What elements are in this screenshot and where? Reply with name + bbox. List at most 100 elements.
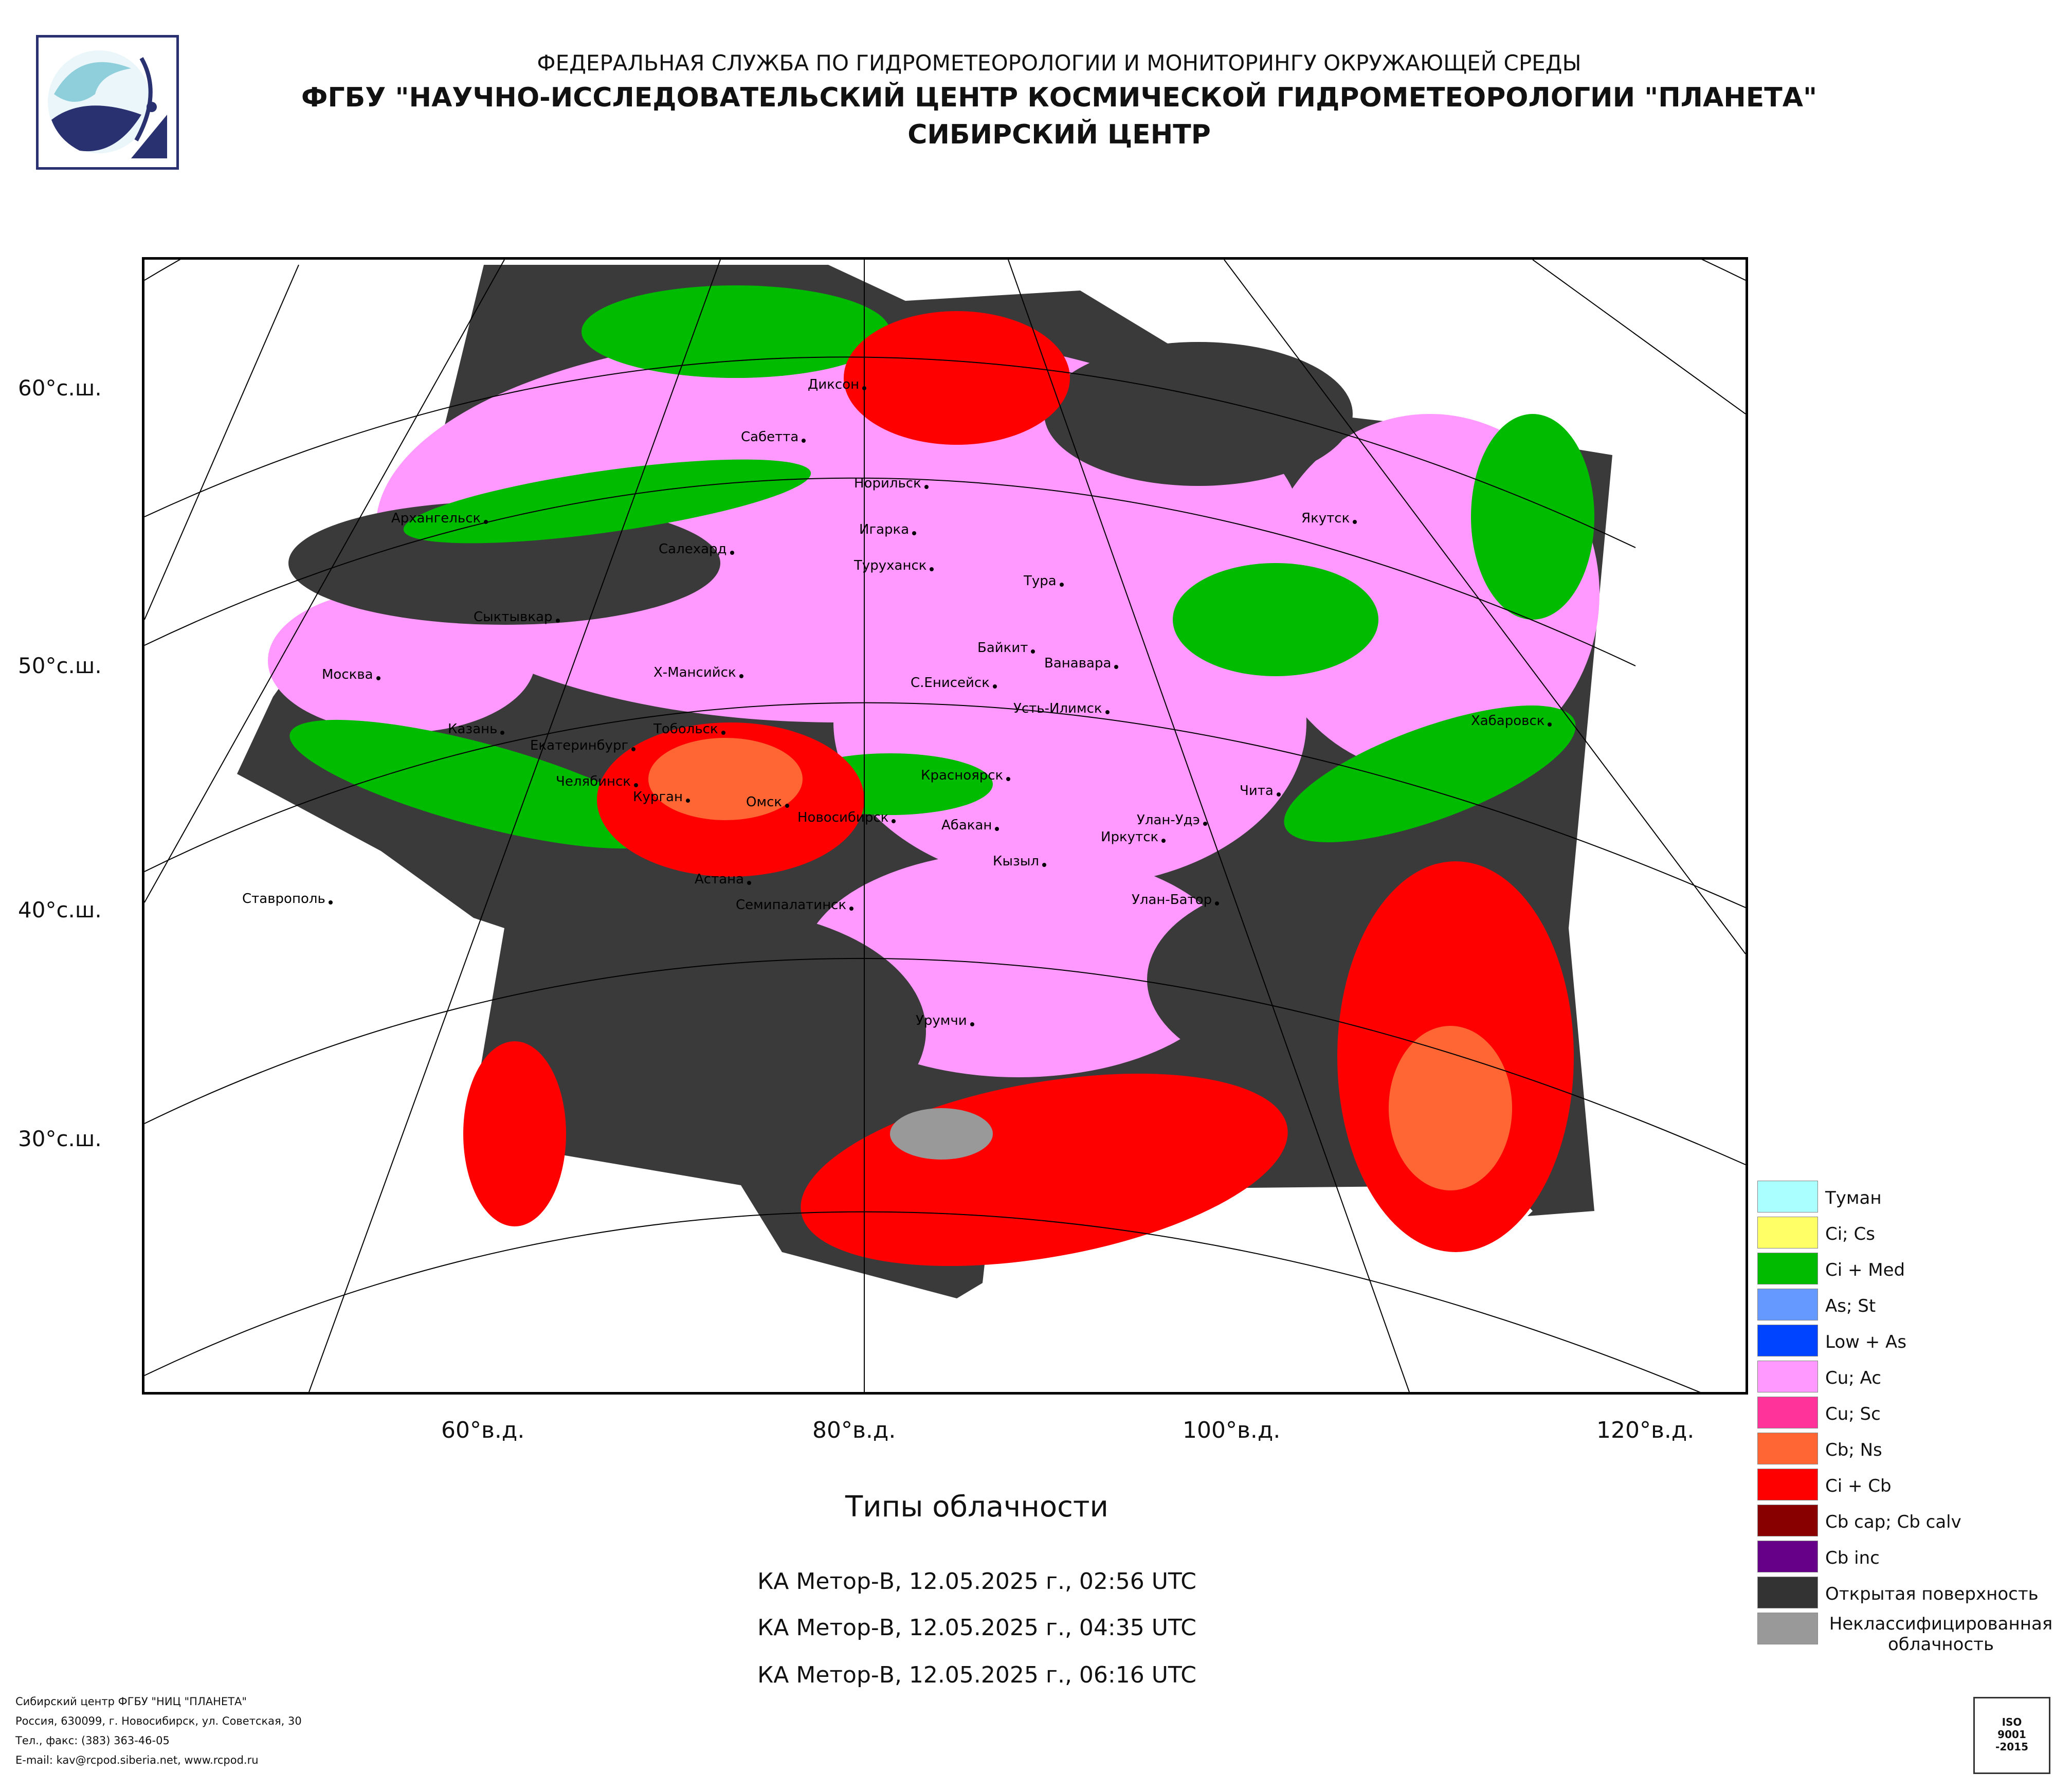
open-surface-north-west xyxy=(288,501,720,625)
legend-item: Ci + Cb xyxy=(1753,1467,2062,1503)
legend-swatch xyxy=(1757,1181,1818,1213)
legend-item: Ci; Cs xyxy=(1753,1215,2062,1251)
city-label: Астана xyxy=(695,872,752,887)
city-label: Казань xyxy=(448,721,505,737)
legend-label: Ci + Med xyxy=(1825,1260,1905,1280)
city-label: Тура xyxy=(1024,573,1064,589)
cloud-grey-unclassified xyxy=(890,1108,993,1160)
cloud-green-6 xyxy=(1173,563,1378,676)
legend-swatch xyxy=(1757,1433,1818,1464)
city-label: Тобольск xyxy=(653,721,725,737)
lat-label-50: 50°с.ш. xyxy=(18,653,102,678)
city-label: Сыктывкар xyxy=(474,609,560,625)
city-label: Кызыл xyxy=(993,854,1046,869)
legend-item: Неклассифицированная облачность xyxy=(1753,1611,2062,1655)
legend-label: Cu; Sc xyxy=(1825,1404,1881,1424)
legend-item: Cu; Sc xyxy=(1753,1395,2062,1431)
legend-label: As; St xyxy=(1825,1296,1876,1316)
legend-item: Cb inc xyxy=(1753,1539,2062,1575)
footer-email: E-mail: kav@rcpod.siberia.net, www.rcpod… xyxy=(15,1754,259,1766)
city-label: Диксон xyxy=(808,377,867,392)
footer-contacts: Сибирский центр ФГБУ "НИЦ "ПЛАНЕТА" Росс… xyxy=(15,1692,302,1770)
lat-label-60: 60°с.ш. xyxy=(18,375,102,401)
legend-swatch xyxy=(1757,1361,1818,1392)
legend-item: Cb; Ns xyxy=(1753,1431,2062,1467)
satellite-pass: КА Метор-В, 12.05.2025 г., 02:56 UTC xyxy=(757,1568,1196,1595)
center-title: ФГБУ "НАУЧНО-ИССЛЕДОВАТЕЛЬСКИЙ ЦЕНТР КОС… xyxy=(301,82,1817,113)
legend-swatch xyxy=(1757,1253,1818,1285)
legend-item: Cb cap; Cb calv xyxy=(1753,1503,2062,1539)
city-label: Курган xyxy=(633,789,690,805)
legend-label: Cu; Ac xyxy=(1825,1368,1881,1388)
city-label: Якутск xyxy=(1301,511,1357,526)
city-label: Сабетта xyxy=(741,429,806,445)
city-label: Ванавара xyxy=(1044,656,1119,671)
lat-label-30: 30°с.ш. xyxy=(18,1126,102,1151)
graticule xyxy=(144,260,1746,1392)
cloud-green-4 xyxy=(1284,705,1576,842)
city-label: Ставрополь xyxy=(242,891,333,907)
city-label: Улан-Батор xyxy=(1132,892,1220,908)
city-label: Красноярск xyxy=(921,768,1011,783)
open-surface-east xyxy=(1044,342,1353,486)
city-label: Чита xyxy=(1240,783,1281,799)
legend-swatch xyxy=(1757,1613,1818,1644)
open-surface-kazakh xyxy=(494,908,926,1154)
legend-item: Открытая поверхность xyxy=(1753,1575,2062,1611)
lon-label-100: 100°в.д. xyxy=(1183,1417,1281,1443)
city-label: Челябинск xyxy=(556,774,639,789)
legend-item: Туман xyxy=(1753,1179,2062,1215)
legend-item: Low + As xyxy=(1753,1323,2062,1359)
branch-title: СИБИРСКИЙ ЦЕНТР xyxy=(907,119,1211,150)
city-label: Байкит xyxy=(977,640,1035,656)
satellite-pass: КА Метор-В, 12.05.2025 г., 04:35 UTC xyxy=(757,1615,1196,1641)
cloud-pink-west xyxy=(268,589,535,733)
lon-label-80: 80°в.д. xyxy=(812,1417,896,1443)
city-label: Туруханск xyxy=(854,558,935,573)
legend-swatch xyxy=(1757,1541,1818,1572)
legend-label: Туман xyxy=(1825,1188,1882,1208)
city-label: Иркутск xyxy=(1101,829,1166,845)
legend-item: As; St xyxy=(1753,1287,2062,1323)
satellite-pass: КА Метор-В, 12.05.2025 г., 06:16 UTC xyxy=(757,1662,1196,1688)
city-label: Семипалатинск xyxy=(736,897,854,913)
city-label: Салехард xyxy=(659,541,734,557)
legend-label: Low + As xyxy=(1825,1332,1907,1352)
cloud-red-north xyxy=(844,311,1070,445)
iso-year: -2015 xyxy=(1995,1741,2028,1753)
city-label: Урумчи xyxy=(916,1013,974,1028)
city-label: Х-Мансийск xyxy=(653,665,743,680)
cloud-type-map: Диксон Сабетта Норильск Архангельск Игар… xyxy=(142,257,1748,1395)
city-label: Екатеринбург xyxy=(530,738,636,753)
legend-label: Открытая поверхность xyxy=(1825,1584,2039,1604)
agency-title: ФЕДЕРАЛЬНАЯ СЛУЖБА ПО ГИДРОМЕТЕОРОЛОГИИ … xyxy=(537,50,1582,76)
iso-number: 9001 xyxy=(1997,1728,2026,1741)
lon-label-60: 60°в.д. xyxy=(441,1417,525,1443)
city-label: Омск xyxy=(746,794,790,810)
cloud-green-3 xyxy=(289,719,668,849)
iso-certification-badge: ISO 9001 -2015 xyxy=(1973,1697,2050,1774)
city-label: Игарка xyxy=(859,522,917,537)
legend-label: Неклассифицированная облачность xyxy=(1829,1614,2053,1655)
city-label: Усть-Илимск xyxy=(1013,701,1110,716)
map-graphics xyxy=(144,260,1746,1392)
legend-swatch xyxy=(1757,1325,1818,1356)
cloud-green-1 xyxy=(403,459,811,544)
city-label: Абакан xyxy=(941,818,999,833)
lat-label-40: 40°с.ш. xyxy=(18,897,102,922)
city-label: Норильск xyxy=(854,476,929,491)
cloud-red-south-west xyxy=(463,1041,566,1226)
legend-swatch xyxy=(1757,1469,1818,1500)
legend-swatch xyxy=(1757,1397,1818,1428)
cloud-orange-east xyxy=(1389,1026,1512,1190)
city-label: Улан-Удэ xyxy=(1137,812,1207,828)
footer-address: Россия, 630099, г. Новосибирск, ул. Сове… xyxy=(15,1715,302,1727)
city-label: Москва xyxy=(322,667,380,682)
planeta-logo xyxy=(36,35,179,170)
city-label: Хабаровск xyxy=(1471,713,1552,729)
legend-item: Ci + Med xyxy=(1753,1251,2062,1287)
city-label: Архангельск xyxy=(391,511,488,526)
cloud-green-5 xyxy=(1471,414,1594,620)
city-label: Новосибирск xyxy=(797,810,896,825)
legend-label: Cb inc xyxy=(1825,1548,1880,1568)
